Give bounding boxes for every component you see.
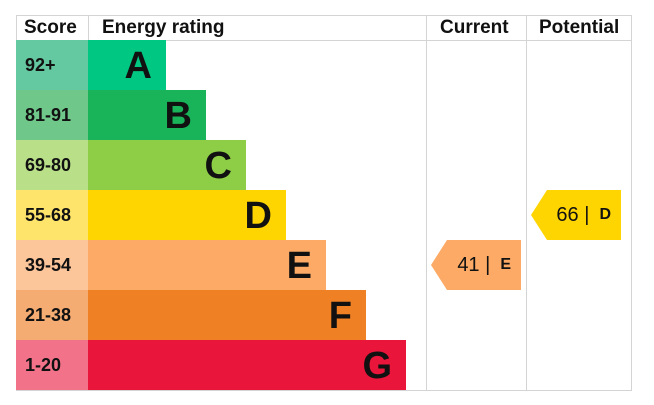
rating-letter: G <box>362 345 392 387</box>
rating-bar-d: D <box>88 190 286 240</box>
score-range-e: 39-54 <box>16 240 88 290</box>
current-separator: | <box>485 253 491 276</box>
score-header: Score <box>24 17 77 38</box>
potential-value: 66 <box>556 203 579 226</box>
score-range-g: 1-20 <box>16 340 88 390</box>
potential-rating-arrow: 66 | D <box>531 190 621 240</box>
score-range-b: 81-91 <box>16 90 88 140</box>
rating-bar-f: F <box>88 290 366 340</box>
score-divider <box>88 15 89 40</box>
rating-letter: A <box>124 45 152 87</box>
current-divider <box>426 15 427 391</box>
current-value: 41 <box>457 253 480 276</box>
score-range-a: 92+ <box>16 40 88 90</box>
current-rating-arrow: 41 | E <box>431 240 521 290</box>
potential-separator: | <box>584 203 590 226</box>
right-border <box>631 15 632 391</box>
potential-band: D <box>599 206 611 223</box>
rating-letter: D <box>244 195 272 237</box>
bottom-border <box>16 390 631 391</box>
potential-header: Potential <box>539 17 620 38</box>
rating-bar-e: E <box>88 240 326 290</box>
rating-letter: F <box>328 295 352 337</box>
score-range-d: 55-68 <box>16 190 88 240</box>
header-divider <box>16 40 631 41</box>
potential-divider <box>526 15 527 391</box>
rating-letter: E <box>286 245 312 287</box>
current-band: E <box>500 256 511 273</box>
score-range-c: 69-80 <box>16 140 88 190</box>
score-range-f: 21-38 <box>16 290 88 340</box>
rating-bar-g: G <box>88 340 406 390</box>
rating-bar-b: B <box>88 90 206 140</box>
energy-rating-header: Energy rating <box>102 17 225 38</box>
rating-bar-c: C <box>88 140 246 190</box>
rating-letter: B <box>164 95 192 137</box>
rating-bar-a: A <box>88 40 166 90</box>
top-border <box>16 15 631 16</box>
current-header: Current <box>440 17 509 38</box>
rating-letter: C <box>204 145 232 187</box>
